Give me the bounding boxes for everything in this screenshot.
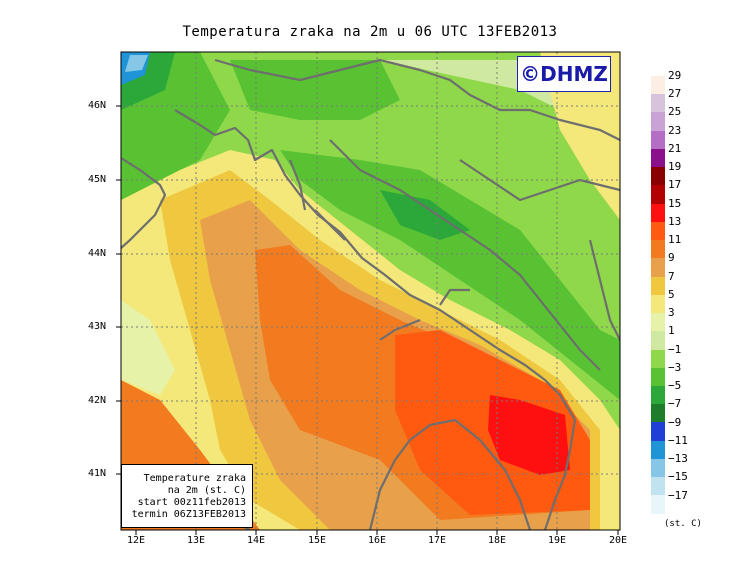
color-scale-label: −17 bbox=[668, 488, 688, 502]
color-scale-swatch bbox=[651, 258, 665, 277]
color-scale-label: 3 bbox=[668, 306, 675, 320]
color-scale-swatch bbox=[651, 148, 665, 168]
lon-label-15e: 15E bbox=[307, 535, 327, 546]
color-scale-swatch bbox=[651, 294, 665, 314]
color-scale-swatch bbox=[651, 203, 665, 222]
color-scale-swatch bbox=[651, 94, 665, 113]
lat-label-45n: 45N bbox=[88, 174, 107, 185]
color-scale-label: 21 bbox=[668, 141, 682, 155]
map-title: Temperatura zraka na 2m u 06 UTC 13FEB20… bbox=[182, 24, 558, 40]
color-scale-label: 27 bbox=[668, 87, 682, 101]
color-scale bbox=[651, 76, 665, 514]
lat-label-44n: 44N bbox=[88, 248, 107, 259]
color-scale-swatch bbox=[651, 112, 665, 131]
color-scale-label: −15 bbox=[668, 470, 688, 484]
lon-label-12e: 12E bbox=[126, 535, 146, 546]
lon-label-13e: 13E bbox=[186, 535, 206, 546]
lat-label-41n: 41N bbox=[88, 468, 107, 479]
lat-label-43n: 43N bbox=[88, 321, 107, 332]
color-scale-swatch bbox=[651, 349, 665, 368]
lon-label-14e: 14E bbox=[246, 535, 266, 546]
lat-label-46n: 46N bbox=[88, 100, 107, 111]
color-scale-label: 13 bbox=[668, 214, 682, 228]
info-line-variable: Temperature zraka bbox=[143, 473, 246, 484]
color-scale-swatch bbox=[651, 221, 665, 241]
info-line-units: na 2m (st. C) bbox=[167, 485, 246, 496]
color-scale-swatch bbox=[651, 185, 665, 204]
color-scale-swatch bbox=[651, 404, 665, 423]
color-scale-label: −11 bbox=[668, 433, 688, 447]
lon-label-16e: 16E bbox=[367, 535, 387, 546]
color-scale-label: 19 bbox=[668, 160, 682, 174]
color-scale-label: −9 bbox=[668, 415, 682, 429]
color-scale-label: −13 bbox=[668, 452, 688, 466]
color-scale-label: 23 bbox=[668, 123, 682, 137]
color-scale-label: −7 bbox=[668, 397, 682, 411]
color-scale-swatch bbox=[651, 130, 665, 149]
lon-label-18e: 18E bbox=[487, 535, 507, 546]
color-scale-label: −1 bbox=[668, 342, 682, 356]
color-scale-swatch bbox=[651, 495, 665, 514]
color-scale-swatch bbox=[651, 477, 665, 496]
color-scale-swatch bbox=[651, 276, 665, 295]
info-line-start: start 00z11feb2013 bbox=[137, 497, 246, 508]
color-scale-swatch bbox=[651, 422, 665, 441]
color-scale-label: −5 bbox=[668, 379, 682, 393]
color-scale-label: 1 bbox=[668, 324, 675, 338]
color-scale-label: −3 bbox=[668, 360, 682, 374]
color-scale-swatch bbox=[651, 458, 665, 478]
color-scale-label: 15 bbox=[668, 196, 682, 210]
color-scale-swatch bbox=[651, 76, 665, 95]
run-info-box: Temperature zraka na 2m (st. C) start 00… bbox=[121, 464, 253, 528]
color-scale-swatch bbox=[651, 167, 665, 186]
color-scale-swatch bbox=[651, 385, 665, 405]
info-line-valid: termin 06Z13FEB2013 bbox=[131, 509, 246, 520]
color-scale-unit: (st. C) bbox=[664, 519, 702, 529]
color-scale-label: 29 bbox=[668, 69, 682, 82]
color-scale-label: 25 bbox=[668, 105, 682, 119]
color-scale-label: 11 bbox=[668, 233, 682, 247]
color-scale-swatch bbox=[651, 240, 665, 259]
lon-label-20e: 20E bbox=[608, 535, 628, 546]
color-scale-label: 5 bbox=[668, 287, 675, 301]
lat-label-42n: 42N bbox=[88, 395, 107, 406]
lon-label-17e: 17E bbox=[427, 535, 447, 546]
color-scale-label: 17 bbox=[668, 178, 682, 192]
color-scale-swatch bbox=[651, 440, 665, 459]
color-scale-swatch bbox=[651, 367, 665, 386]
color-scale-label: 7 bbox=[668, 269, 675, 283]
color-scale-label: 9 bbox=[668, 251, 675, 265]
color-scale-swatch bbox=[651, 331, 665, 350]
dhmz-logo: ©DHMZ bbox=[517, 56, 611, 92]
lon-label-19e: 19E bbox=[547, 535, 567, 546]
color-scale-swatch bbox=[651, 313, 665, 332]
